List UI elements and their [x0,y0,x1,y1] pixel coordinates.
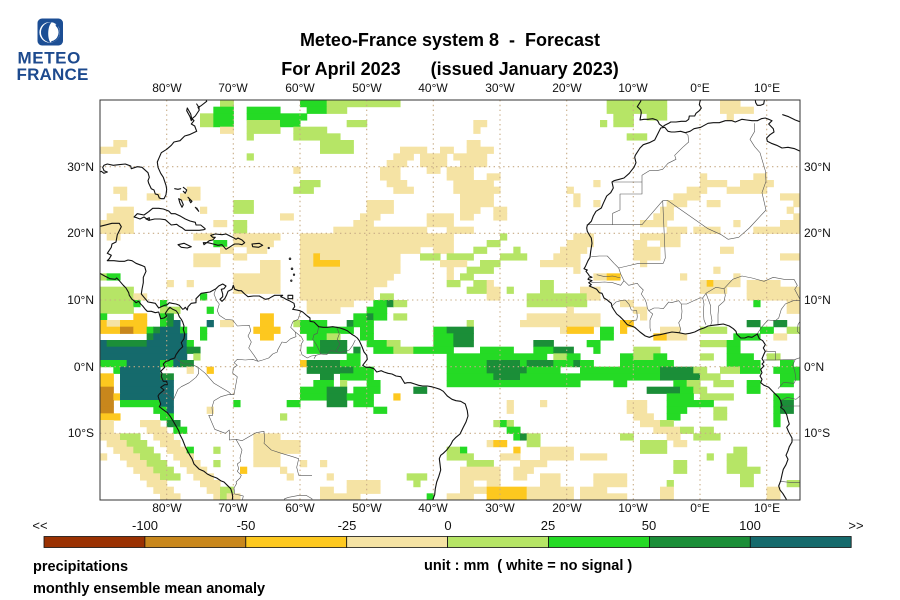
svg-text:70°W: 70°W [218,81,248,95]
svg-text:METEO: METEO [18,49,81,68]
svg-text:0°E: 0°E [690,81,709,95]
svg-text:Meteo-France system 8 - Fore: Meteo-France system 8 - Forecast [300,30,600,50]
svg-text:0°N: 0°N [804,360,824,374]
svg-text:20°W: 20°W [552,81,582,95]
svg-text:50°W: 50°W [352,501,382,515]
svg-text:60°W: 60°W [285,501,315,515]
svg-text:60°W: 60°W [285,81,315,95]
svg-text:0: 0 [444,518,451,533]
svg-text:10°E: 10°E [754,501,780,515]
svg-text:80°W: 80°W [152,81,182,95]
svg-text:50°W: 50°W [352,81,382,95]
svg-text:monthly ensemble mean anomaly: monthly ensemble mean anomaly [33,581,265,597]
svg-text:-25: -25 [338,518,357,533]
svg-text:For April 2023 (issued Ja: For April 2023 (issued January 2023) [281,59,618,79]
svg-text:30°N: 30°N [67,160,94,174]
svg-text:-100: -100 [132,518,158,533]
svg-text:-50: -50 [237,518,256,533]
svg-text:FRANCE: FRANCE [17,65,89,84]
svg-text:30°W: 30°W [485,501,515,515]
svg-text:30°W: 30°W [485,81,515,95]
svg-text:50: 50 [642,518,656,533]
svg-text:40°W: 40°W [418,81,448,95]
svg-text:<<: << [32,518,47,533]
svg-text:10°E: 10°E [754,81,780,95]
svg-text:10°N: 10°N [804,293,831,307]
svg-text:>>: >> [848,518,863,533]
svg-text:10°W: 10°W [618,501,648,515]
svg-text:80°W: 80°W [152,501,182,515]
svg-text:25: 25 [541,518,555,533]
svg-text:0°N: 0°N [74,360,94,374]
svg-text:precipitations: precipitations [33,559,128,575]
svg-text:10°S: 10°S [804,426,830,440]
svg-text:20°N: 20°N [67,226,94,240]
svg-text:70°W: 70°W [218,501,248,515]
svg-text:100: 100 [739,518,761,533]
svg-text:20°W: 20°W [552,501,582,515]
svg-text:30°N: 30°N [804,160,831,174]
svg-text:10°S: 10°S [68,426,94,440]
svg-text:0°E: 0°E [690,501,709,515]
svg-text:10°N: 10°N [67,293,94,307]
svg-text:20°N: 20°N [804,226,831,240]
svg-text:unit : mm ( white = no signal: unit : mm ( white = no signal ) [424,558,632,574]
svg-text:10°W: 10°W [618,81,648,95]
svg-text:40°W: 40°W [418,501,448,515]
